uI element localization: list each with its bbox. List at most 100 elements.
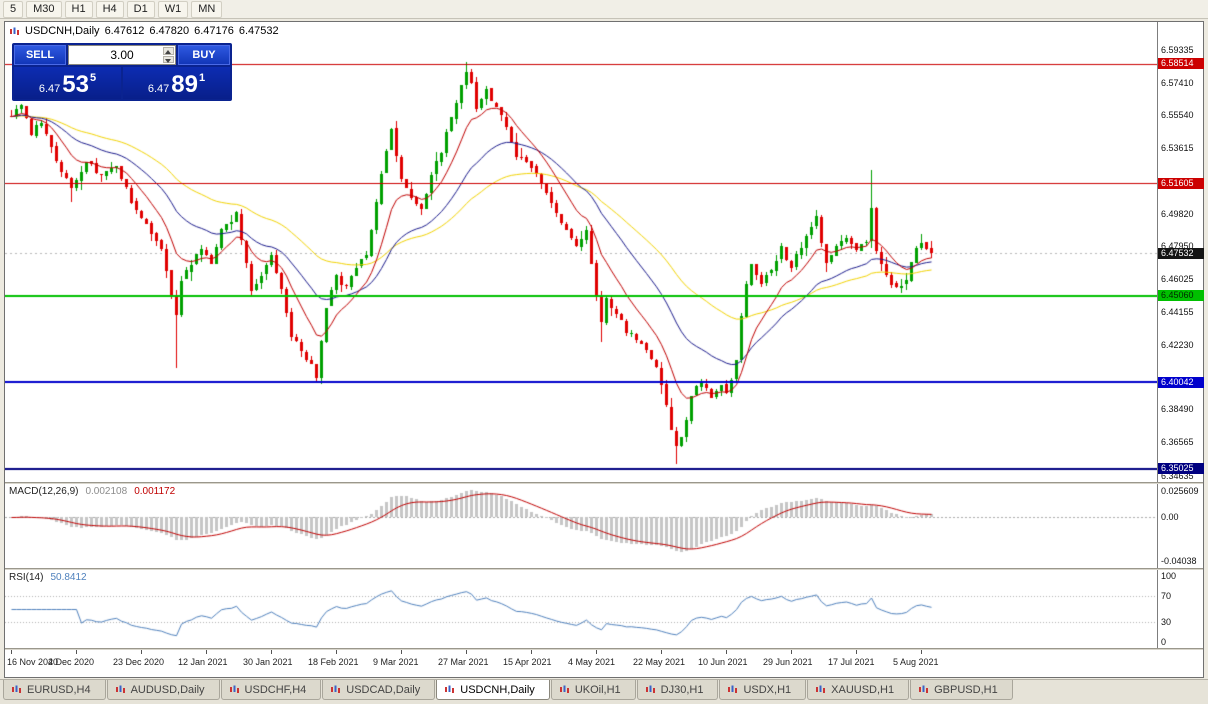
sell-price-sup: 5	[90, 72, 97, 84]
buy-price-sup: 1	[199, 72, 206, 84]
chart-tab-bar: EURUSD,H4 AUDUSD,Daily USDCHF,H4 USDCAD,Dai…	[0, 679, 1208, 704]
rsi-label-row: RSI(14) 50.8412	[9, 572, 87, 583]
rsi-axis-label: 100	[1161, 571, 1177, 581]
macd-canvas[interactable]	[5, 484, 1157, 568]
price-level-tag: 6.35025	[1158, 463, 1204, 475]
date-axis-tick	[206, 650, 207, 654]
volume-spinner	[163, 47, 174, 63]
chart-tab-label: XAUUSD,H1	[831, 683, 895, 696]
date-axis-tick	[76, 650, 77, 654]
volume-down-icon[interactable]	[163, 55, 174, 63]
date-label: 23 Dec 2020	[113, 657, 165, 667]
timeframe-button-d1[interactable]: D1	[126, 0, 155, 18]
sell-price[interactable]: 6.47 53 5	[14, 67, 121, 99]
date-axis-tick	[921, 650, 922, 654]
timeframe-toolbar: 5 M30 H1 H4 D1 W1 MN	[0, 0, 1208, 19]
date-axis-tick	[466, 650, 467, 654]
chart-tab-usdx-h1[interactable]: USDX,H1	[719, 680, 807, 700]
date-axis-tick	[141, 650, 142, 654]
current-price-tag: 6.47532	[1158, 247, 1204, 259]
timeframe-button-w1[interactable]: W1	[157, 0, 189, 18]
ohlc-high: 6.47820	[149, 25, 190, 37]
price-level-tag: 6.58514	[1158, 58, 1204, 70]
chart-tab-icon	[727, 684, 738, 695]
date-axis-tick	[856, 650, 857, 654]
price-tick-label: 6.57410	[1161, 77, 1194, 88]
buy-price-big: 89	[171, 71, 198, 98]
panel-separator[interactable]	[5, 482, 1203, 484]
date-axis-tick	[791, 650, 792, 654]
buy-price[interactable]: 6.47 89 1	[123, 67, 230, 99]
price-pane: USDCNH,Daily 6.47612 6.47820 6.47176 6.4…	[5, 22, 1157, 482]
chart-tab-eurusd-h4[interactable]: EURUSD,H4	[3, 680, 106, 700]
chart-tab-icon	[559, 684, 570, 695]
rsi-axis-label: 0	[1161, 637, 1167, 647]
panel-separator[interactable]	[5, 648, 1203, 650]
volume-field[interactable]: 3.00	[68, 45, 176, 65]
price-tick-label: 6.47950	[1161, 241, 1194, 252]
chart-tab-gbpusd-h1[interactable]: GBPUSD,H1	[910, 680, 1013, 700]
sell-button[interactable]: SELL	[14, 45, 66, 65]
chart-tab-dj30-h1[interactable]: DJ30,H1	[636, 680, 719, 700]
price-tick-label: 6.49820	[1161, 208, 1194, 219]
rsi-axis-label: 70	[1161, 590, 1172, 601]
chart-ohlc-header: USDCNH,Daily 6.47612 6.47820 6.47176 6.4…	[9, 25, 279, 37]
date-axis-tick	[596, 650, 597, 654]
price-tick-label: 6.42230	[1161, 339, 1194, 350]
date-axis-tick	[11, 650, 12, 654]
price-axis[interactable]: 6.59335 6.57410 6.55540 6.53615 6.49820 6.479…	[1157, 22, 1204, 650]
chart-tab-label: USDX,H1	[743, 683, 792, 696]
date-label: 22 May 2021	[633, 657, 686, 667]
macd-axis-label: 0.00	[1161, 512, 1179, 522]
chart-tab-label: GBPUSD,H1	[934, 683, 998, 696]
date-label: 9 Mar 2021	[373, 657, 419, 667]
buy-button[interactable]: BUY	[178, 45, 230, 65]
rsi-name: RSI(14)	[9, 572, 44, 583]
chart-window: USDCNH,Daily 6.47612 6.47820 6.47176 6.4…	[4, 21, 1204, 678]
chart-tab-ukoil-h1[interactable]: UKOil,H1	[550, 680, 636, 700]
chart-tab-usdchf-h4[interactable]: USDCHF,H4	[220, 680, 322, 700]
chart-tab-label: USDCAD,Daily	[346, 683, 421, 696]
timeframe-button-h1[interactable]: H1	[64, 0, 93, 18]
date-label: 27 Mar 2021	[438, 657, 489, 667]
chart-title: USDCNH,Daily	[25, 25, 100, 37]
chart-tab-audusd-daily[interactable]: AUDUSD,Daily	[106, 680, 220, 700]
sell-price-small: 6.47	[38, 83, 61, 95]
chart-tab-icon	[918, 684, 929, 695]
timeframe-button-h4[interactable]: H4	[95, 0, 124, 18]
price-tick-label: 6.53615	[1161, 143, 1194, 154]
sell-price-big: 53	[62, 71, 89, 98]
timeframe-button-m30[interactable]: M30	[26, 0, 62, 18]
date-label: 18 Feb 2021	[308, 657, 359, 667]
rsi-value: 50.8412	[50, 572, 87, 583]
volume-value[interactable]: 3.00	[110, 48, 134, 62]
date-axis-tick	[726, 650, 727, 654]
chart-tab-icon	[229, 684, 240, 695]
date-axis-tick	[271, 650, 272, 654]
volume-up-icon[interactable]	[163, 47, 174, 55]
time-axis[interactable]: 16 Nov 2020 4 Dec 2020 23 Dec 2020 12 Jan 2…	[5, 650, 1157, 677]
macd-signal-value: 0.001172	[134, 486, 176, 497]
one-click-trading-panel: SELL 3.00 BUY 6.47 53 5 6.47 89 1	[12, 43, 232, 101]
chart-tab-xauusd-h1[interactable]: XAUUSD,H1	[807, 680, 910, 700]
panel-separator[interactable]	[5, 568, 1203, 570]
date-label: 12 Jan 2021	[178, 657, 228, 667]
chart-tab-label: USDCNH,Daily	[460, 683, 535, 696]
price-level-tag: 6.51605	[1158, 177, 1204, 189]
price-tick-label: 6.44155	[1161, 306, 1194, 317]
chart-tab-icon	[645, 684, 656, 695]
trade-panel-top-row: SELL 3.00 BUY	[14, 45, 230, 65]
chart-tab-usdcad-daily[interactable]: USDCAD,Daily	[322, 680, 436, 700]
macd-axis-label: 0.025609	[1161, 486, 1199, 496]
buy-price-small: 6.47	[147, 83, 170, 95]
price-tick-label: 6.38490	[1161, 404, 1194, 415]
timeframe-button-mn[interactable]: MN	[191, 0, 223, 18]
chart-tab-usdcnh-daily[interactable]: USDCNH,Daily	[436, 680, 550, 700]
rsi-canvas[interactable]	[5, 570, 1157, 648]
date-label: 4 May 2021	[568, 657, 616, 667]
rsi-axis-label: 30	[1161, 617, 1172, 628]
trade-panel-price-row: 6.47 53 5 6.47 89 1	[14, 67, 230, 99]
date-axis-tick	[401, 650, 402, 654]
timeframe-button-5[interactable]: 5	[3, 0, 24, 18]
price-level-tag: 6.45060	[1158, 290, 1204, 302]
